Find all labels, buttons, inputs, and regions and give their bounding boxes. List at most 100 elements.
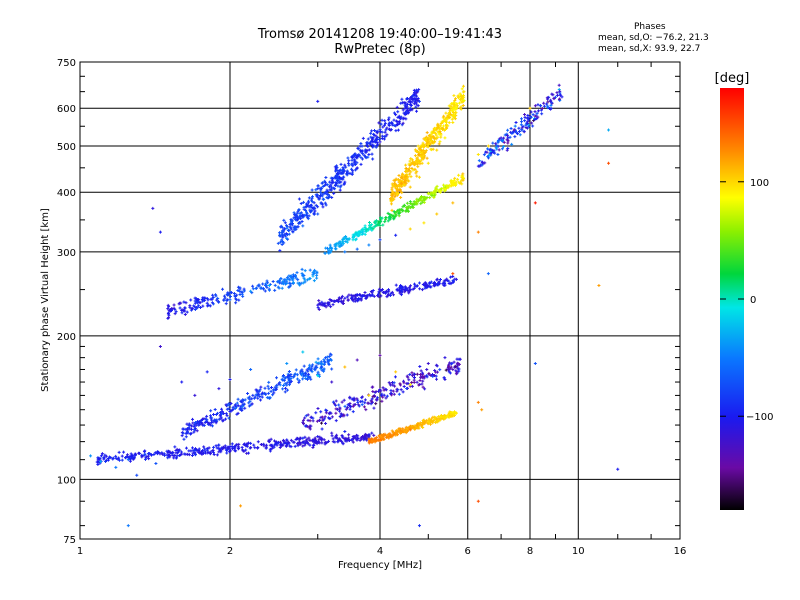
- data-point: [358, 438, 362, 442]
- data-point: [387, 288, 391, 292]
- data-point: [327, 303, 331, 307]
- data-point: [419, 202, 423, 206]
- data-point: [184, 435, 188, 439]
- data-point: [452, 179, 456, 183]
- data-point: [184, 446, 188, 450]
- data-point: [182, 427, 186, 431]
- data-point: [384, 216, 388, 220]
- data-point: [390, 194, 394, 198]
- data-point: [372, 433, 376, 437]
- data-point: [529, 110, 533, 114]
- data-point: [421, 418, 425, 422]
- data-point: [415, 174, 419, 178]
- data-point: [480, 163, 484, 167]
- data-point: [529, 115, 533, 119]
- data-point: [222, 298, 226, 302]
- data-point: [303, 269, 307, 273]
- data-point: [210, 418, 214, 422]
- data-point: [355, 153, 359, 157]
- data-point: [359, 142, 363, 146]
- data-point: [180, 380, 184, 384]
- data-point: [360, 395, 364, 399]
- data-point: [502, 140, 506, 144]
- data-point: [242, 289, 246, 293]
- data-point: [287, 232, 291, 236]
- data-point: [390, 198, 394, 202]
- data-point: [394, 177, 398, 181]
- data-point: [346, 438, 350, 442]
- data-point: [289, 379, 293, 383]
- data-point: [389, 197, 393, 201]
- data-point: [319, 188, 323, 192]
- data-point: [395, 209, 399, 213]
- data-point: [225, 448, 229, 452]
- data-point: [426, 420, 430, 424]
- data-point: [227, 407, 231, 411]
- data-point: [185, 310, 189, 314]
- data-point: [443, 356, 447, 360]
- data-point: [308, 438, 312, 442]
- data-point: [383, 119, 387, 123]
- data-point: [366, 155, 370, 159]
- data-point: [181, 431, 185, 435]
- data-point: [426, 161, 430, 165]
- data-point: [445, 117, 449, 121]
- data-point: [285, 388, 289, 392]
- data-point: [324, 408, 328, 412]
- data-point: [336, 178, 340, 182]
- data-point: [334, 181, 338, 185]
- data-point: [145, 455, 149, 459]
- data-point: [457, 101, 461, 105]
- data-point: [363, 232, 367, 236]
- data-point: [236, 288, 240, 292]
- data-point: [350, 438, 354, 442]
- data-point: [264, 392, 268, 396]
- data-point: [323, 415, 327, 419]
- data-point: [228, 294, 232, 298]
- x-tick-label: 1: [77, 546, 83, 557]
- data-point: [461, 84, 465, 88]
- data-point: [394, 429, 398, 433]
- data-point: [402, 429, 406, 433]
- data-point: [382, 135, 386, 139]
- data-point: [408, 289, 412, 293]
- data-point: [129, 452, 133, 456]
- data-point: [193, 453, 197, 457]
- data-point: [193, 301, 197, 305]
- data-point: [392, 217, 396, 221]
- data-point: [458, 106, 462, 110]
- data-point: [505, 134, 509, 138]
- data-point: [381, 395, 385, 399]
- data-point: [212, 445, 216, 449]
- data-point: [314, 411, 318, 415]
- data-point: [287, 369, 291, 373]
- y-tick-label: 500: [57, 142, 76, 153]
- data-point: [378, 288, 382, 292]
- data-point: [230, 408, 234, 412]
- data-point: [328, 243, 332, 247]
- data-point: [210, 301, 214, 305]
- data-point: [329, 305, 333, 309]
- data-point: [302, 276, 306, 280]
- data-point: [491, 149, 495, 153]
- data-point: [353, 152, 357, 156]
- data-point: [283, 221, 287, 225]
- data-point: [328, 180, 332, 184]
- data-point: [359, 155, 363, 159]
- data-point: [193, 427, 197, 431]
- data-point: [558, 93, 562, 97]
- data-point: [416, 165, 420, 169]
- data-point: [192, 425, 196, 429]
- data-point: [314, 360, 318, 364]
- y-tick-label: 300: [57, 248, 76, 259]
- data-point: [322, 368, 326, 372]
- data-point: [203, 421, 207, 425]
- data-point: [352, 436, 356, 440]
- data-point: [434, 374, 438, 378]
- data-point: [360, 399, 364, 403]
- data-point: [517, 130, 521, 134]
- data-point: [484, 150, 488, 154]
- data-point: [282, 282, 286, 286]
- data-point: [276, 241, 280, 245]
- data-point: [551, 93, 555, 97]
